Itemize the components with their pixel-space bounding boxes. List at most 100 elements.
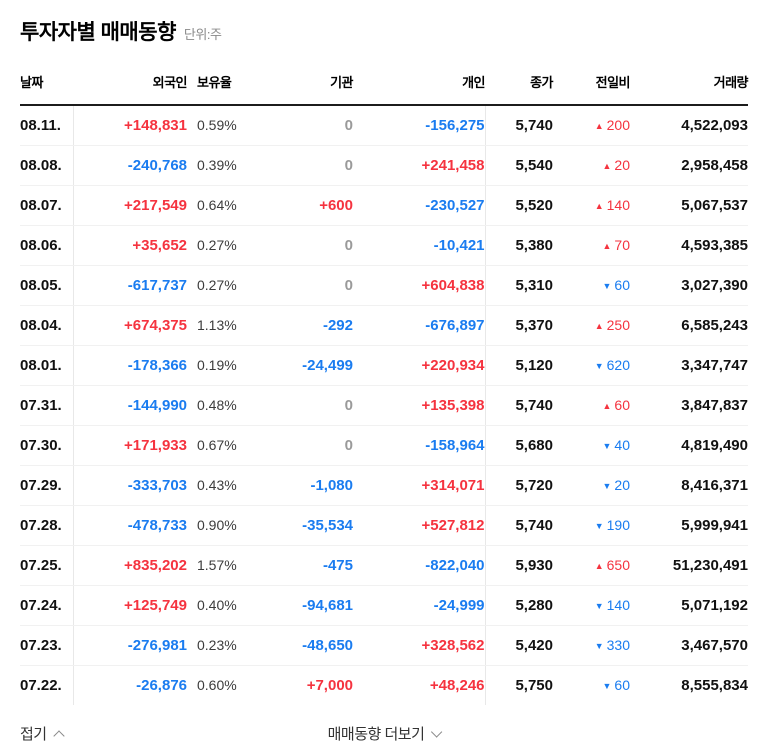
institution-cell: -94,681 (260, 585, 353, 626)
foreigner-cell: +148,831 (73, 105, 187, 146)
volume-cell: 3,027,390 (630, 265, 748, 306)
close-cell: 5,740 (485, 385, 553, 426)
institution-cell: 0 (260, 265, 353, 306)
individual-cell: +135,398 (353, 385, 486, 426)
title-row: 투자자별 매매동향 단위:주 (20, 16, 748, 46)
column-header-close: 종가 (485, 66, 554, 106)
date-cell: 07.24. (20, 585, 74, 626)
date-cell: 08.11. (20, 105, 74, 146)
table-row: 08.01. -178,366 0.19% -24,499 +220,934 5… (20, 345, 748, 386)
table-row: 07.28. -478,733 0.90% -35,534 +527,812 5… (20, 505, 748, 546)
foreigner-cell: -478,733 (73, 505, 187, 546)
volume-cell: 3,847,837 (630, 385, 748, 426)
ratio-cell: 0.67% (187, 425, 260, 466)
change-cell: ▲ 60 (553, 385, 630, 426)
date-cell: 07.29. (20, 465, 74, 506)
volume-cell: 5,067,537 (630, 185, 748, 226)
chevron-up-icon (52, 729, 65, 742)
change-cell: ▼ 20 (553, 465, 630, 506)
institution-cell: -475 (260, 545, 353, 586)
close-cell: 5,380 (485, 225, 553, 266)
volume-cell: 4,522,093 (630, 105, 748, 146)
volume-cell: 4,819,490 (630, 425, 748, 466)
ratio-cell: 0.43% (187, 465, 260, 506)
close-cell: 5,930 (485, 545, 553, 586)
foreigner-cell: +171,933 (73, 425, 187, 466)
ratio-cell: 0.40% (187, 585, 260, 626)
volume-cell: 4,593,385 (630, 225, 748, 266)
column-header-institution: 기관 (260, 66, 354, 106)
down-triangle-icon: ▼ (594, 361, 604, 371)
individual-cell: -158,964 (353, 425, 486, 466)
down-triangle-icon: ▼ (594, 601, 604, 611)
more-trading-trend-button[interactable]: 매매동향 더보기 (327, 723, 443, 744)
ratio-cell: 0.64% (187, 185, 260, 226)
date-cell: 07.23. (20, 625, 74, 666)
table-row: 07.22. -26,876 0.60% +7,000 +48,246 5,75… (20, 665, 748, 705)
table-row: 07.31. -144,990 0.48% 0 +135,398 5,740 ▲… (20, 385, 748, 426)
chevron-down-icon (430, 725, 443, 738)
ratio-cell: 1.57% (187, 545, 260, 586)
institution-cell: 0 (260, 225, 353, 266)
individual-cell: -10,421 (353, 225, 486, 266)
column-header-change: 전일비 (553, 66, 631, 106)
table-row: 07.24. +125,749 0.40% -94,681 -24,999 5,… (20, 585, 748, 626)
institution-cell: +7,000 (306, 676, 353, 694)
change-cell: ▼ 140 (553, 585, 630, 626)
date-cell: 08.07. (20, 185, 74, 226)
down-triangle-icon: ▼ (594, 641, 604, 651)
individual-cell: +527,812 (353, 505, 486, 546)
ratio-cell: 0.23% (187, 625, 260, 666)
close-cell: 5,520 (485, 185, 553, 226)
table-footer: 접기 매매동향 더보기 (20, 717, 748, 751)
table-row: 08.05. -617,737 0.27% 0 +604,838 5,310 ▼… (20, 265, 748, 306)
column-header-volume: 거래량 (630, 66, 749, 106)
unit-label: 단위:주 (183, 27, 222, 42)
volume-cell: 8,416,371 (630, 465, 748, 506)
individual-cell: +314,071 (353, 465, 486, 506)
table-header-row: 날짜 외국인 보유율 기관 개인 종가 전일비 거래량 (20, 66, 749, 106)
table-row: 08.11. +148,831 0.59% 0 -156,275 5,740 ▲… (20, 105, 748, 146)
table-row: 07.25. +835,202 1.57% -475 -822,040 5,93… (20, 545, 748, 586)
volume-cell: 5,999,941 (630, 505, 748, 546)
close-cell: 5,370 (485, 305, 553, 346)
ratio-cell: 0.48% (187, 385, 260, 426)
ratio-cell: 0.19% (187, 345, 260, 386)
institution-cell: -24,499 (260, 345, 353, 386)
table-row: 08.07. +217,549 0.64% +600 -230,527 5,52… (20, 185, 748, 226)
more-label: 매매동향 더보기 (327, 726, 425, 743)
foreigner-cell: +835,202 (73, 545, 187, 586)
foreigner-cell: -144,990 (73, 385, 187, 426)
volume-cell: 3,467,570 (630, 625, 748, 666)
foreigner-cell: -26,876 (136, 676, 187, 694)
institution-cell: 0 (260, 105, 353, 146)
down-triangle-icon: ▼ (602, 481, 612, 491)
individual-cell: +241,458 (353, 145, 486, 186)
institution-cell: -292 (260, 305, 353, 346)
down-triangle-icon: ▼ (602, 441, 612, 451)
up-triangle-icon: ▲ (602, 241, 612, 251)
close-cell: 5,680 (485, 425, 553, 466)
individual-cell: -230,527 (353, 185, 486, 226)
up-triangle-icon: ▲ (602, 401, 612, 411)
collapse-button[interactable]: 접기 (20, 723, 65, 744)
foreigner-cell: +125,749 (73, 585, 187, 626)
change-cell: ▼ 620 (553, 345, 630, 386)
change-cell: ▲ 200 (553, 105, 630, 146)
foreigner-cell: -276,981 (73, 625, 187, 666)
close-cell: 5,120 (485, 345, 553, 386)
volume-cell: 6,585,243 (630, 305, 748, 346)
up-triangle-icon: ▲ (602, 161, 612, 171)
close-cell: 5,740 (485, 505, 553, 546)
institution-cell: 0 (260, 145, 353, 186)
up-triangle-icon: ▲ (594, 121, 604, 132)
ratio-cell: 0.39% (187, 145, 260, 186)
individual-cell: -676,897 (353, 305, 486, 346)
foreigner-cell: -333,703 (73, 465, 187, 506)
ratio-cell: 0.59% (187, 105, 260, 146)
column-header-date: 날짜 (20, 66, 73, 106)
up-triangle-icon: ▲ (594, 321, 604, 331)
institution-cell: -35,534 (260, 505, 353, 546)
date-cell: 08.04. (20, 305, 74, 346)
foreigner-cell: +35,652 (73, 225, 187, 266)
